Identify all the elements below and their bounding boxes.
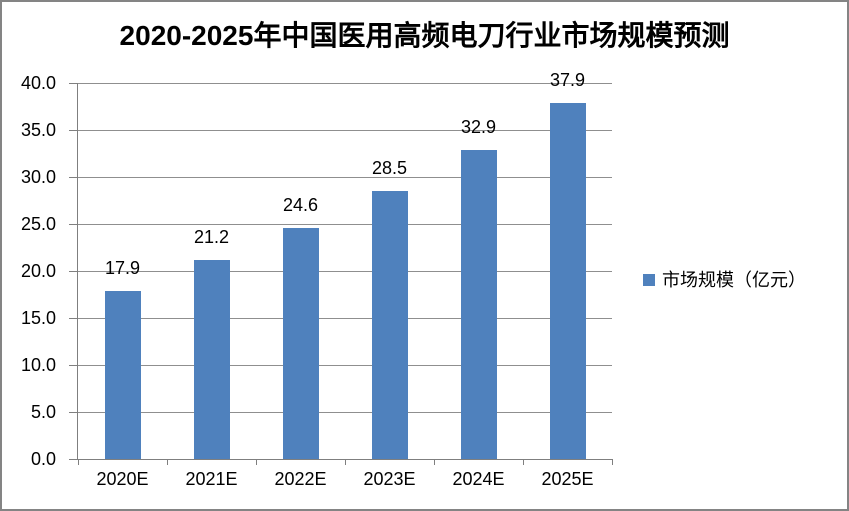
legend-swatch-icon xyxy=(643,274,655,286)
gridline xyxy=(78,177,612,178)
y-tick-mark xyxy=(69,412,78,413)
gridline xyxy=(78,224,612,225)
y-axis-tick-label: 0.0 xyxy=(30,449,56,469)
x-tick-mark xyxy=(256,459,257,465)
y-tick-mark xyxy=(69,318,78,319)
plot-area: 17.9 21.2 24.6 28.5 32.9 37.9 xyxy=(69,71,613,465)
y-axis-tick-label: 20.0 xyxy=(20,261,56,281)
y-tick-mark xyxy=(69,459,78,460)
gridline xyxy=(78,83,612,84)
y-axis-tick-label: 25.0 xyxy=(20,214,56,234)
x-axis-labels: 2020E 2021E 2022E 2023E 2024E 2025E xyxy=(78,468,612,492)
x-axis-category-label: 2024E xyxy=(452,469,505,489)
y-tick-mark xyxy=(69,83,78,84)
data-label: 37.9 xyxy=(549,69,586,90)
y-axis-tick-label: 35.0 xyxy=(20,120,56,140)
bar-2024E xyxy=(460,149,497,459)
legend: 市场规模（亿元） xyxy=(643,271,806,289)
data-label: 24.6 xyxy=(282,194,319,215)
data-label: 21.2 xyxy=(193,226,230,247)
x-tick-mark xyxy=(523,459,524,465)
y-axis-labels: 0.0 5.0 10.0 15.0 20.0 25.0 30.0 35.0 40.0 xyxy=(2,73,56,469)
y-tick-mark xyxy=(69,271,78,272)
y-tick-mark xyxy=(69,130,78,131)
y-tick-mark xyxy=(69,365,78,366)
chart-title: 2020-2025年中国医用高频电刀行业市场规模预测 xyxy=(119,20,730,51)
x-axis-category-label: 2023E xyxy=(363,469,416,489)
x-axis-category-label: 2022E xyxy=(274,469,327,489)
gridline xyxy=(78,412,612,413)
y-axis-tick-label: 10.0 xyxy=(20,355,56,375)
y-axis-tick-label: 5.0 xyxy=(30,402,56,422)
data-label: 28.5 xyxy=(371,158,408,179)
bar-2023E xyxy=(371,191,408,459)
x-tick-mark xyxy=(434,459,435,465)
legend-label: 市场规模（亿元） xyxy=(662,270,806,290)
y-tick-mark xyxy=(69,177,78,178)
data-label: 17.9 xyxy=(104,257,141,278)
x-tick-mark xyxy=(167,459,168,465)
gridline xyxy=(78,365,612,366)
gridline xyxy=(78,318,612,319)
gridline xyxy=(78,130,612,131)
bar-2021E xyxy=(193,259,230,459)
data-label: 32.9 xyxy=(460,116,497,137)
x-tick-mark xyxy=(78,459,79,465)
y-axis-tick-label: 15.0 xyxy=(20,308,56,328)
bar-2022E xyxy=(282,227,319,459)
y-axis-tick-label: 40.0 xyxy=(20,73,56,93)
x-tick-mark xyxy=(612,459,613,465)
x-axis-category-label: 2020E xyxy=(96,469,149,489)
y-axis-tick-label: 30.0 xyxy=(20,167,56,187)
gridline xyxy=(78,271,612,272)
x-axis-category-label: 2025E xyxy=(541,469,594,489)
x-axis-category-label: 2021E xyxy=(185,469,238,489)
x-tick-mark xyxy=(345,459,346,465)
y-tick-mark xyxy=(69,224,78,225)
bar-2025E xyxy=(549,102,586,459)
bar-2020E xyxy=(104,290,141,459)
